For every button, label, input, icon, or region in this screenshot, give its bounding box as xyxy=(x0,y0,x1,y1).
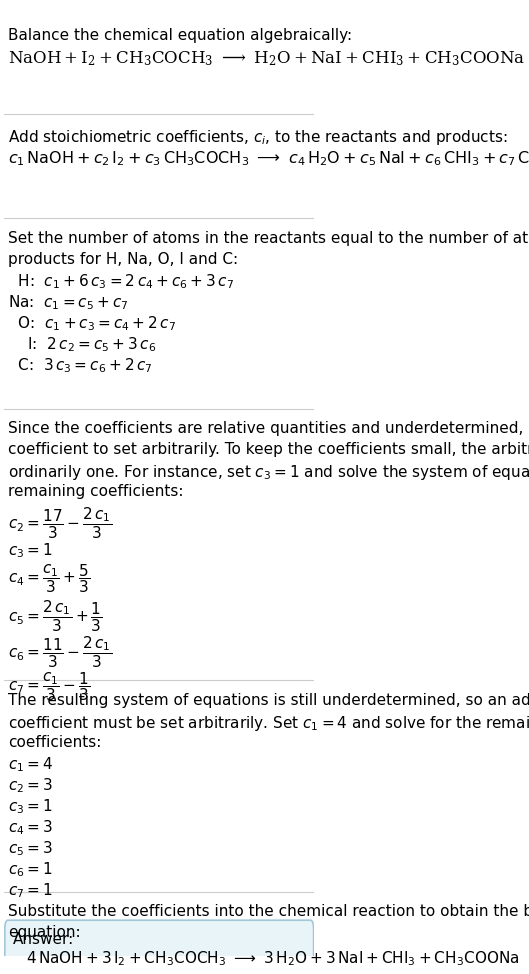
Text: O:  $c_1 + c_3 = c_4 + 2\,c_7$: O: $c_1 + c_3 = c_4 + 2\,c_7$ xyxy=(8,315,176,333)
Text: $4\,\mathrm{NaOH} + 3\,\mathrm{I_2} + \mathrm{CH_3COCH_3}\ \longrightarrow\ 3\,\: $4\,\mathrm{NaOH} + 3\,\mathrm{I_2} + \m… xyxy=(26,950,519,968)
Text: $\mathregular{NaOH + I_2 + CH_3COCH_3 \ \longrightarrow \ H_2O + NaI + CHI_3 + C: $\mathregular{NaOH + I_2 + CH_3COCH_3 \ … xyxy=(8,49,525,67)
Text: $c_4 = \dfrac{c_1}{3} + \dfrac{5}{3}$: $c_4 = \dfrac{c_1}{3} + \dfrac{5}{3}$ xyxy=(8,562,90,595)
Text: C:  $3\,c_3 = c_6 + 2\,c_7$: C: $3\,c_3 = c_6 + 2\,c_7$ xyxy=(8,356,152,375)
Text: H:  $c_1 + 6\,c_3 = 2\,c_4 + c_6 + 3\,c_7$: H: $c_1 + 6\,c_3 = 2\,c_4 + c_6 + 3\,c_7… xyxy=(8,273,234,291)
Text: products for H, Na, O, I and C:: products for H, Na, O, I and C: xyxy=(8,251,238,267)
Text: $c_3 = 1$: $c_3 = 1$ xyxy=(8,798,52,816)
Text: coefficient must be set arbitrarily. Set $c_1 = 4$ and solve for the remaining: coefficient must be set arbitrarily. Set… xyxy=(8,714,529,732)
Text: $c_7 = \dfrac{c_1}{3} - \dfrac{1}{3}$: $c_7 = \dfrac{c_1}{3} - \dfrac{1}{3}$ xyxy=(8,671,90,703)
FancyBboxPatch shape xyxy=(5,920,314,974)
Text: Answer:: Answer: xyxy=(13,931,74,947)
Text: $c_2 = 3$: $c_2 = 3$ xyxy=(8,776,53,795)
Text: Na:  $c_1 = c_5 + c_7$: Na: $c_1 = c_5 + c_7$ xyxy=(8,293,129,313)
Text: $c_6 = 1$: $c_6 = 1$ xyxy=(8,860,52,879)
Text: Since the coefficients are relative quantities and underdetermined, choose a: Since the coefficients are relative quan… xyxy=(8,421,529,436)
Text: $c_2 = \dfrac{17}{3} - \dfrac{2\,c_1}{3}$: $c_2 = \dfrac{17}{3} - \dfrac{2\,c_1}{3}… xyxy=(8,506,112,541)
Text: ordinarily one. For instance, set $c_3 = 1$ and solve the system of equations fo: ordinarily one. For instance, set $c_3 =… xyxy=(8,463,529,482)
Text: Balance the chemical equation algebraically:: Balance the chemical equation algebraica… xyxy=(8,28,352,43)
Text: equation:: equation: xyxy=(8,925,80,940)
Text: $c_1\, \mathrm{NaOH} + c_2\, \mathrm{I_2} + c_3\, \mathrm{CH_3COCH_3} \ \longrig: $c_1\, \mathrm{NaOH} + c_2\, \mathrm{I_2… xyxy=(8,149,529,168)
Text: Substitute the coefficients into the chemical reaction to obtain the balanced: Substitute the coefficients into the che… xyxy=(8,904,529,919)
Text: $c_3 = 1$: $c_3 = 1$ xyxy=(8,542,52,560)
Text: $c_5 = \dfrac{2\,c_1}{3} + \dfrac{1}{3}$: $c_5 = \dfrac{2\,c_1}{3} + \dfrac{1}{3}$ xyxy=(8,598,103,634)
Text: $c_1 = 4$: $c_1 = 4$ xyxy=(8,756,53,774)
Text: $c_4 = 3$: $c_4 = 3$ xyxy=(8,818,53,837)
Text: remaining coefficients:: remaining coefficients: xyxy=(8,484,184,499)
Text: $c_7 = 1$: $c_7 = 1$ xyxy=(8,881,52,900)
Text: coefficients:: coefficients: xyxy=(8,734,101,750)
Text: Add stoichiometric coefficients, $c_i$, to the reactants and products:: Add stoichiometric coefficients, $c_i$, … xyxy=(8,128,507,147)
Text: I:  $2\,c_2 = c_5 + 3\,c_6$: I: $2\,c_2 = c_5 + 3\,c_6$ xyxy=(8,335,156,355)
Text: The resulting system of equations is still underdetermined, so an additional: The resulting system of equations is sti… xyxy=(8,693,529,708)
Text: $c_6 = \dfrac{11}{3} - \dfrac{2\,c_1}{3}$: $c_6 = \dfrac{11}{3} - \dfrac{2\,c_1}{3}… xyxy=(8,634,112,670)
Text: coefficient to set arbitrarily. To keep the coefficients small, the arbitrary va: coefficient to set arbitrarily. To keep … xyxy=(8,442,529,457)
Text: Set the number of atoms in the reactants equal to the number of atoms in the: Set the number of atoms in the reactants… xyxy=(8,231,529,245)
Text: $c_5 = 3$: $c_5 = 3$ xyxy=(8,840,53,858)
